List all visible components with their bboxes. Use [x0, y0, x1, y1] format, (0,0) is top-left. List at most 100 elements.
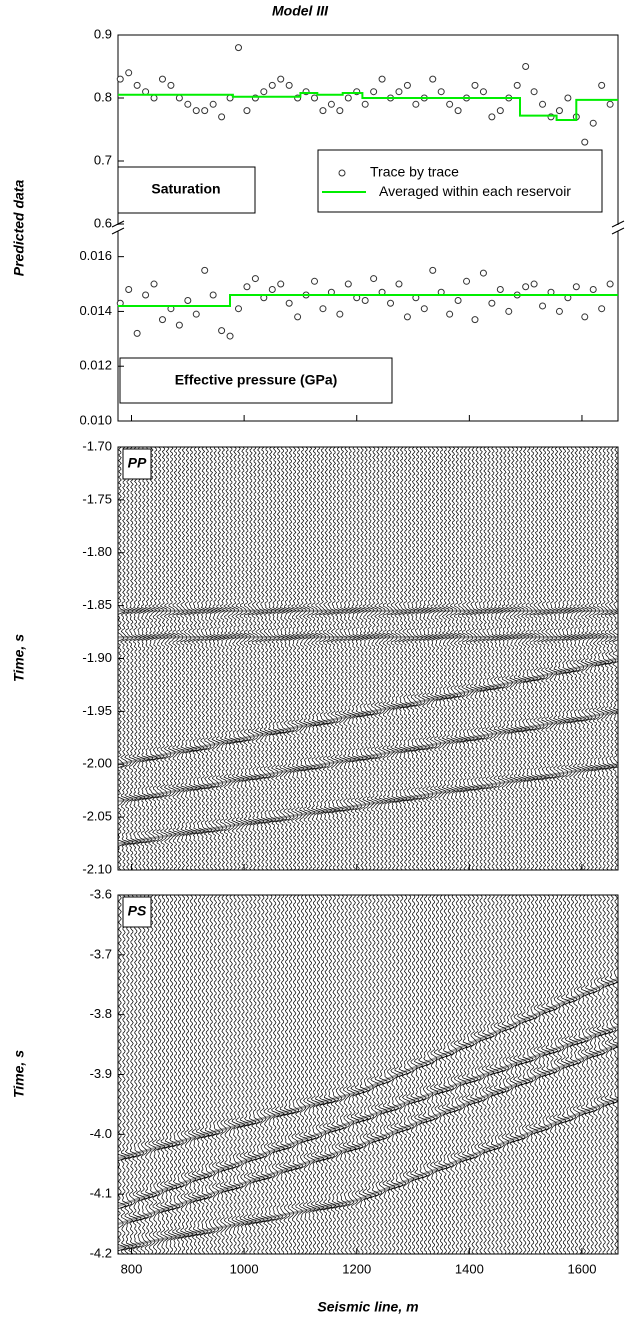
- seismic-trace: [421, 447, 433, 870]
- seismic-trace: [338, 447, 349, 870]
- seismic-trace: [433, 895, 444, 1254]
- annotation-box: [122, 448, 152, 480]
- data-point: [158, 75, 166, 83]
- seismic-trace: [278, 447, 290, 870]
- seismic-trace: [270, 447, 282, 870]
- seismic-trace: [608, 895, 618, 1254]
- seismic-trace: [195, 447, 206, 870]
- seismic-trace: [386, 447, 396, 870]
- y-tick-label: -1.70: [82, 438, 112, 453]
- seismic-trace: [504, 447, 516, 870]
- seismic-trace: [187, 447, 198, 870]
- data-point: [420, 305, 428, 313]
- seismic-trace: [461, 447, 472, 870]
- y-axis-label: Time, s: [11, 634, 27, 682]
- data-point: [192, 107, 200, 115]
- seismic-trace: [449, 447, 460, 870]
- seismic-trace: [330, 447, 341, 870]
- y-tick-label: -3.9: [90, 1066, 112, 1081]
- seismic-trace: [334, 447, 344, 870]
- reflection-event: [118, 763, 618, 845]
- seismic-trace: [179, 447, 190, 870]
- seismic-trace: [259, 895, 270, 1254]
- seismic-trace: [377, 447, 388, 870]
- y-tick-label: -2.05: [82, 809, 112, 824]
- data-point: [370, 88, 378, 96]
- x-tick-label: 1600: [568, 1261, 597, 1276]
- seismic-trace: [302, 447, 313, 870]
- seismic-trace: [310, 447, 321, 870]
- seismic-trace: [533, 895, 543, 1254]
- data-point: [479, 88, 487, 96]
- data-point: [606, 100, 614, 108]
- data-point: [581, 313, 589, 321]
- seismic-trace: [155, 895, 166, 1254]
- data-point: [589, 119, 597, 127]
- data-point: [344, 280, 352, 288]
- seismic-trace: [437, 895, 448, 1254]
- seismic-trace: [493, 447, 504, 870]
- axis-break: [111, 220, 625, 235]
- seismic-trace: [592, 895, 602, 1254]
- seismic-trace: [524, 447, 536, 870]
- seismic-trace: [394, 447, 405, 870]
- seismic-trace: [516, 447, 528, 870]
- seismic-trace: [366, 895, 377, 1254]
- data-point: [446, 310, 454, 318]
- seismic-trace: [203, 895, 214, 1254]
- data-point: [606, 280, 614, 288]
- seismic-trace: [346, 895, 357, 1254]
- seismic-trace: [374, 895, 385, 1254]
- seismic-trace: [429, 447, 440, 870]
- data-point: [294, 313, 302, 321]
- data-point: [336, 310, 344, 318]
- seismic-trace: [342, 895, 352, 1254]
- seismic-trace: [258, 447, 270, 870]
- seismic-trace: [163, 895, 174, 1254]
- y-axis-label: Time, s: [11, 1050, 27, 1098]
- reflection-event: [118, 1025, 618, 1208]
- chart-title: Model III: [272, 3, 329, 19]
- data-point: [454, 107, 462, 115]
- seismic-trace: [453, 447, 464, 870]
- seismic-trace: [290, 447, 301, 870]
- data-point: [201, 266, 209, 274]
- data-point: [133, 81, 141, 89]
- seismic-trace: [513, 895, 523, 1254]
- seismic-trace: [413, 447, 424, 870]
- reflection-event: [118, 1043, 618, 1226]
- data-point: [142, 88, 150, 96]
- seismic-trace: [580, 447, 590, 870]
- seismic-trace: [322, 895, 333, 1254]
- data-point: [218, 113, 226, 121]
- seismic-trace: [382, 447, 392, 870]
- seismic-trace: [283, 895, 293, 1254]
- y-tick-label: -3.6: [90, 886, 112, 901]
- seismic-trace: [445, 447, 456, 870]
- seismic-trace: [274, 895, 286, 1254]
- y-tick-label: 0.6: [94, 215, 112, 230]
- seismic-trace: [128, 895, 138, 1254]
- seismic-trace: [536, 895, 547, 1254]
- data-point: [598, 305, 606, 313]
- seismic-trace: [354, 895, 365, 1254]
- seismic-trace: [584, 447, 594, 870]
- seismic-trace: [362, 895, 373, 1254]
- seismic-trace: [584, 895, 595, 1254]
- seismic-trace: [290, 895, 301, 1254]
- seismic-trace: [565, 447, 575, 870]
- seismic-trace: [413, 895, 424, 1254]
- data-point: [226, 332, 234, 340]
- seismic-trace: [477, 447, 488, 870]
- data-point: [268, 81, 276, 89]
- seismic-trace: [346, 447, 357, 870]
- seismic-trace: [477, 895, 487, 1254]
- seismic-trace: [588, 447, 599, 870]
- seismic-trace: [461, 895, 472, 1254]
- seismic-trace: [401, 447, 412, 870]
- data-point: [201, 107, 209, 115]
- y-tick-label: -1.90: [82, 650, 112, 665]
- data-point: [589, 286, 597, 294]
- seismic-trace: [175, 447, 185, 870]
